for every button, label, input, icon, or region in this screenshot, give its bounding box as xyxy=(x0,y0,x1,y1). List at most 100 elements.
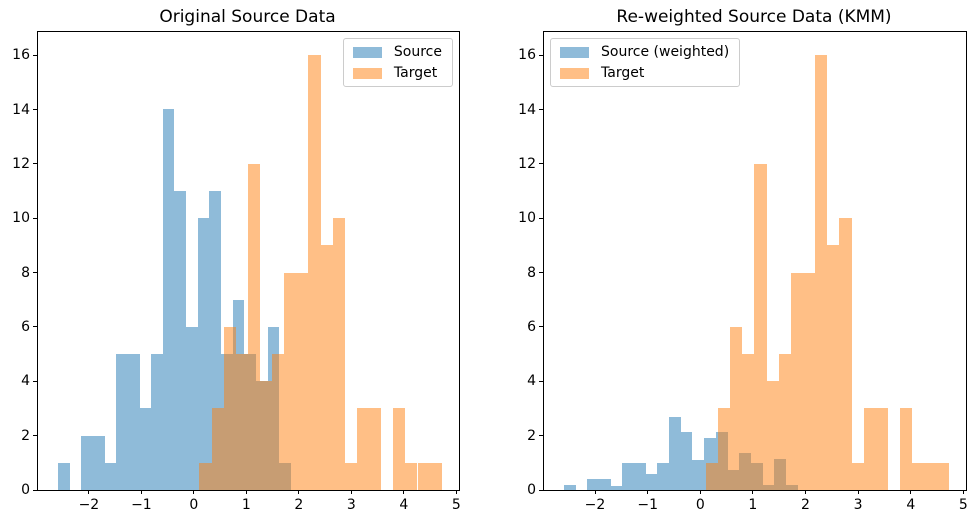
y-tick-label: 6 xyxy=(21,318,30,335)
histogram-bar-source xyxy=(692,460,705,490)
histogram-bar-source xyxy=(634,462,646,490)
histogram-bar-target xyxy=(429,462,442,490)
histogram-bar-target xyxy=(356,408,370,490)
legend-item: Target xyxy=(560,65,729,81)
x-tick-mark xyxy=(403,490,405,494)
histogram-bar-target xyxy=(827,245,840,490)
y-tick-label: 16 xyxy=(12,47,30,64)
x-tick-mark xyxy=(857,490,859,494)
histogram-bar-source xyxy=(645,473,658,490)
histogram-bar-target xyxy=(199,462,212,490)
histogram-bar-target xyxy=(235,354,248,490)
histogram-bar-source xyxy=(127,354,140,490)
histogram-bar-target xyxy=(802,272,816,490)
histogram-bar-target xyxy=(405,462,418,490)
x-tick-label: 3 xyxy=(346,497,356,513)
x-tick-mark xyxy=(88,490,90,494)
axes: −2 −1 0 1 2 3 4 5 0 2 4 6 8 10 12 14 16 Source Target xyxy=(12,31,461,513)
x-tick-label: −1 xyxy=(131,497,152,513)
x-tick-mark xyxy=(140,490,142,494)
y-tick-label: 2 xyxy=(21,427,30,444)
legend-swatch-target xyxy=(560,67,589,79)
x-tick-label: 5 xyxy=(451,497,461,513)
histogram-bar-target xyxy=(332,218,345,490)
histogram-bar-source xyxy=(174,191,187,490)
histogram-bar-target xyxy=(900,408,913,490)
histogram-bar-target xyxy=(417,462,430,490)
x-tick-label: 0 xyxy=(189,497,199,513)
histogram-bar-source xyxy=(599,479,611,490)
y-tick-mark xyxy=(33,435,37,437)
histogram-bar-target xyxy=(211,408,224,490)
x-tick-mark xyxy=(594,490,596,494)
x-tick-label: −2 xyxy=(584,497,606,513)
y-tick-label: 10 xyxy=(12,210,30,227)
histogram-bar-source xyxy=(186,326,198,490)
y-tick-mark xyxy=(539,163,543,165)
x-tick-mark xyxy=(647,490,649,494)
y-tick-label: 16 xyxy=(518,47,536,64)
x-tick-label: 3 xyxy=(853,497,863,513)
legend-item: Target xyxy=(352,65,442,81)
y-tick-label: 12 xyxy=(518,155,536,172)
histogram-bar-target xyxy=(296,272,309,490)
plot-title: Original Source Data xyxy=(159,7,336,27)
histogram-bar-target xyxy=(730,326,743,490)
histogram-bar-source xyxy=(209,191,222,490)
x-tick-mark xyxy=(298,490,300,494)
y-tick-mark xyxy=(33,326,37,328)
histogram-bar-source xyxy=(680,431,693,490)
y-tick-mark xyxy=(539,109,543,110)
histogram-bar-target xyxy=(260,381,273,490)
y-tick-label: 10 xyxy=(518,210,536,227)
y-tick-label: 4 xyxy=(21,373,30,390)
x-tick-label: 2 xyxy=(801,497,810,513)
histogram-bar-source xyxy=(564,484,576,490)
histogram-bar-target xyxy=(717,408,731,490)
y-tick-label: 12 xyxy=(12,155,30,172)
y-tick-mark xyxy=(33,109,37,110)
legend-swatch-source xyxy=(560,46,589,58)
histogram-bar-target xyxy=(839,218,852,490)
histogram-bar-target xyxy=(320,245,333,490)
histogram-bar-source xyxy=(104,462,117,490)
histogram-bar-source xyxy=(81,435,93,490)
histogram-bar-target xyxy=(912,462,925,490)
y-tick-label: 0 xyxy=(527,482,536,498)
x-tick-label: 4 xyxy=(906,497,916,513)
x-tick-mark xyxy=(910,490,912,494)
legend-label: Target xyxy=(393,65,438,81)
histogram-bar-target xyxy=(924,462,937,490)
histogram-bar-target xyxy=(223,326,236,490)
y-tick-mark xyxy=(539,54,543,56)
x-tick-mark xyxy=(193,490,195,494)
y-tick-label: 8 xyxy=(21,264,30,281)
histogram-bar-target xyxy=(344,462,357,490)
x-tick-label: 5 xyxy=(958,497,968,513)
y-tick-mark xyxy=(539,435,543,437)
histogram-bar-source xyxy=(657,462,670,490)
histogram-bar-target xyxy=(851,462,864,490)
histogram-bar-target xyxy=(393,408,406,490)
legend-label: Target xyxy=(601,65,645,81)
x-tick-mark xyxy=(455,490,457,494)
y-tick-mark xyxy=(539,326,543,328)
x-tick-label: 1 xyxy=(748,497,758,513)
x-tick-label: −1 xyxy=(637,497,659,513)
x-tick-label: 4 xyxy=(399,497,409,513)
y-tick-label: 14 xyxy=(518,101,536,118)
legend-swatch-source xyxy=(352,46,382,58)
plot-title: Re-weighted Source Data (KMM) xyxy=(616,7,892,27)
y-tick-label: 6 xyxy=(527,318,536,335)
histogram-bar-target xyxy=(875,408,888,490)
axes: −2 −1 0 1 2 3 4 5 0 2 4 6 8 10 12 14 16 Source (weighted)… xyxy=(518,31,968,513)
histogram-bar-source xyxy=(139,408,152,490)
legend-label: Source xyxy=(393,44,442,60)
histogram-bar-source xyxy=(92,435,105,490)
y-tick-mark xyxy=(539,217,543,219)
histogram-bar-target xyxy=(272,354,285,490)
legend-item: Source (weighted) xyxy=(560,44,729,60)
histogram-bar-target xyxy=(754,163,767,490)
x-tick-label: −2 xyxy=(78,497,100,513)
legend: Source Target xyxy=(342,38,453,87)
